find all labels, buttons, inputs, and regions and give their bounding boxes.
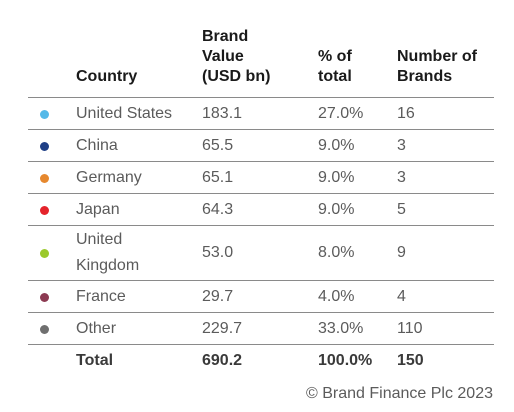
number-of-brands: 4 — [397, 287, 406, 305]
copyright-notice: © Brand Finance Plc 2023 — [305, 385, 493, 402]
percent-of-total: 33.0% — [318, 319, 364, 337]
table-row: Germany 65.1 9.0% 3 — [28, 162, 494, 194]
percent-of-total: 9.0% — [318, 200, 355, 218]
brand-value: 53.0 — [202, 244, 234, 261]
number-of-brands: 3 — [397, 168, 406, 186]
header-percent-of-total: % of total — [318, 48, 352, 85]
brand-value: 65.1 — [202, 168, 234, 186]
percent-of-total: 4.0% — [318, 287, 355, 305]
table-header: Country Brand Value (USD bn) % of total … — [28, 0, 494, 98]
brand-value: 229.7 — [202, 319, 243, 337]
total-label: Total — [76, 352, 114, 369]
number-of-brands: 9 — [397, 244, 406, 261]
table-row: France 29.7 4.0% 4 — [28, 281, 494, 313]
country-name: Germany — [76, 168, 142, 186]
country-name: Japan — [76, 200, 120, 218]
number-of-brands: 3 — [397, 136, 406, 154]
total-percent: 100.0% — [318, 352, 373, 369]
brand-value: 64.3 — [202, 200, 234, 218]
legend-dot-icon — [40, 324, 49, 334]
total-brand-value: 690.2 — [202, 352, 243, 369]
brand-value: 183.1 — [202, 104, 243, 122]
table-row: United Kingdom 53.0 8.0% 9 — [28, 226, 494, 281]
legend-dot-icon — [40, 109, 49, 119]
brand-value: 29.7 — [202, 287, 234, 305]
country-name: United Kingdom — [76, 231, 140, 274]
country-name: China — [76, 136, 118, 154]
country-name: France — [76, 287, 126, 305]
legend-dot-icon — [40, 141, 49, 151]
legend-dot-icon — [40, 249, 49, 258]
brand-value: 65.5 — [202, 136, 234, 154]
percent-of-total: 9.0% — [318, 168, 355, 186]
number-of-brands: 5 — [397, 200, 406, 218]
total-number-of-brands: 150 — [397, 352, 424, 369]
table-row: China 65.5 9.0% 3 — [28, 130, 494, 162]
country-name: Other — [76, 319, 117, 337]
legend-dot-icon — [40, 173, 49, 183]
percent-of-total: 8.0% — [318, 244, 355, 261]
table-row: United States 183.1 27.0% 16 — [28, 98, 494, 130]
total-row: Total 690.2 100.0% 150 — [28, 345, 494, 377]
number-of-brands: 110 — [397, 319, 423, 337]
brand-value-table: Country Brand Value (USD bn) % of total … — [28, 0, 494, 377]
header-country: Country — [76, 68, 138, 85]
table-row: Other 229.7 33.0% 110 — [28, 313, 494, 345]
legend-dot-icon — [40, 292, 49, 302]
country-name: United States — [76, 104, 173, 122]
table-row: Japan 64.3 9.0% 5 — [28, 194, 494, 226]
percent-of-total: 9.0% — [318, 136, 355, 154]
percent-of-total: 27.0% — [318, 104, 364, 122]
header-number-of-brands: Number of Brands — [397, 48, 477, 85]
header-brand-value: Brand Value (USD bn) — [202, 28, 271, 85]
legend-dot-icon — [40, 205, 49, 215]
number-of-brands: 16 — [397, 104, 415, 122]
